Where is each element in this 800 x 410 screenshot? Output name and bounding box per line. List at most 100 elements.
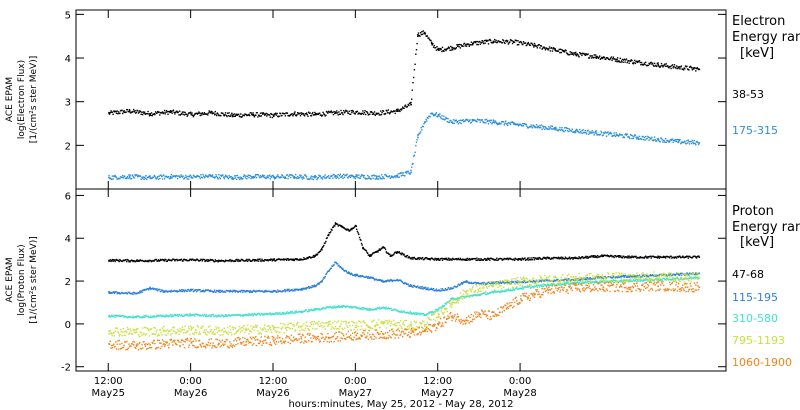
xtick-time-label: 12:00 [259, 376, 288, 387]
data-point [437, 289, 440, 292]
data-point [492, 291, 495, 294]
data-point [108, 343, 110, 345]
data-point [252, 175, 254, 178]
data-point [430, 42, 433, 45]
data-point [410, 312, 412, 314]
data-point [334, 175, 337, 178]
data-point [678, 66, 680, 69]
electron-ytick-label: 2 [65, 141, 71, 152]
data-point [410, 171, 412, 174]
proton-ytick-label: -2 [61, 363, 71, 374]
data-point [218, 290, 220, 293]
data-point [273, 176, 275, 178]
data-point [698, 272, 701, 275]
data-point [355, 274, 357, 277]
data-point [108, 176, 110, 179]
data-point [190, 289, 193, 292]
data-point [273, 259, 275, 261]
proton-legend-title: Energy ran [732, 220, 800, 235]
data-point [492, 285, 495, 287]
data-point [135, 260, 138, 262]
data-point [533, 125, 536, 128]
data-point [163, 259, 165, 262]
proton-series-47-68 [108, 222, 701, 263]
data-point [355, 111, 357, 113]
data-point [355, 334, 357, 337]
data-point [636, 61, 639, 64]
electron-legend-item-38-53: 38-53 [732, 88, 764, 101]
data-point [375, 176, 378, 178]
data-point [382, 306, 385, 309]
data-point [327, 270, 330, 272]
data-point [506, 283, 508, 285]
xtick-date-label: May26 [174, 388, 207, 399]
data-point [245, 290, 248, 293]
xtick-time-label: 12:00 [423, 376, 452, 387]
data-point [520, 281, 522, 283]
proton-series-115-195 [108, 261, 701, 296]
data-point [657, 138, 659, 141]
data-point [417, 34, 419, 36]
proton-legend-item-47-68: 47-68 [732, 268, 764, 281]
data-point [575, 287, 577, 290]
data-point [478, 313, 481, 315]
data-point [314, 176, 316, 179]
proton-panel-frame [75, 188, 727, 372]
data-point [190, 113, 193, 116]
data-point [300, 326, 302, 328]
data-point [245, 341, 248, 343]
data-point [382, 322, 385, 325]
data-point [135, 316, 138, 318]
data-point [382, 281, 385, 283]
data-point [382, 333, 385, 336]
data-point [657, 275, 659, 278]
data-point [362, 246, 364, 249]
data-point [375, 112, 378, 115]
data-point [636, 136, 639, 139]
data-point [629, 275, 632, 278]
data-point [327, 336, 330, 339]
data-point [478, 287, 481, 290]
data-point [231, 176, 234, 179]
data-point [424, 121, 426, 123]
data-point [163, 290, 165, 293]
proton-legend-title: [keV] [740, 235, 774, 250]
data-point [341, 268, 344, 270]
data-point [575, 278, 577, 281]
data-point [678, 141, 680, 143]
electron-series-38-53 [108, 30, 701, 119]
data-point [334, 223, 337, 225]
proton-legend-title: Proton [732, 204, 774, 219]
data-point [382, 246, 385, 249]
data-point [355, 225, 357, 227]
data-point [396, 251, 399, 253]
data-point [575, 277, 577, 280]
data-point [389, 255, 392, 257]
data-point [218, 343, 220, 345]
data-point [575, 257, 577, 260]
proton-ytick-label: 0 [65, 320, 71, 331]
data-point [513, 41, 515, 43]
data-point [547, 284, 550, 286]
data-point [135, 331, 138, 333]
data-point [149, 113, 151, 115]
data-point [698, 256, 701, 258]
data-point [211, 175, 213, 178]
data-point [602, 255, 605, 257]
data-point [533, 293, 536, 296]
data-point [334, 261, 337, 264]
data-point [492, 258, 495, 261]
data-point [252, 113, 254, 116]
data-point [410, 332, 412, 335]
data-point [170, 111, 172, 113]
data-point [451, 302, 453, 305]
data-point [437, 114, 440, 117]
data-point [341, 226, 344, 229]
data-point [369, 276, 371, 279]
data-point [698, 142, 701, 144]
data-point [293, 113, 296, 115]
data-point [547, 278, 550, 281]
data-point [437, 308, 440, 311]
data-point [211, 112, 213, 114]
data-point [245, 329, 248, 331]
